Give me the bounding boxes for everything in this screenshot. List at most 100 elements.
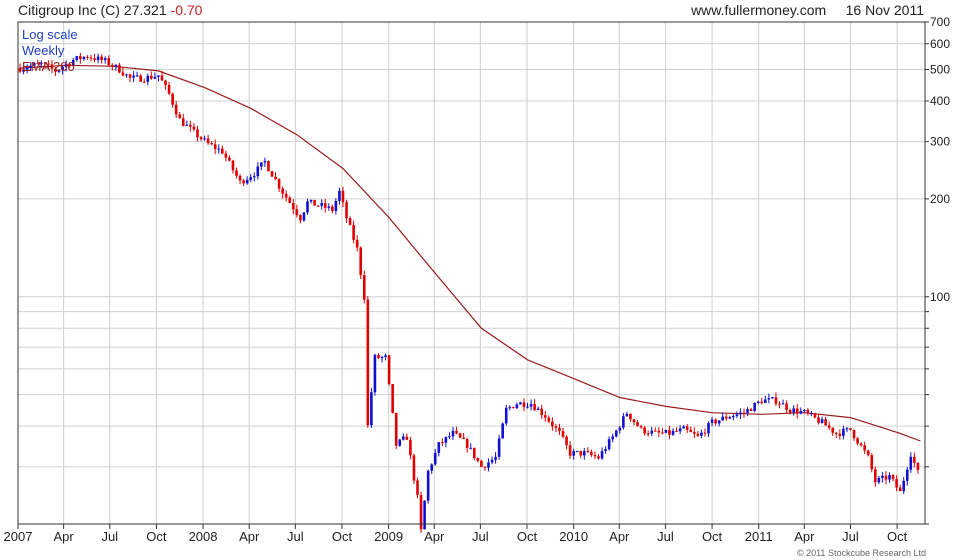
candle-body: [913, 456, 916, 463]
candle-body: [71, 59, 75, 66]
candle-body: [533, 404, 536, 410]
candle-body: [778, 403, 781, 405]
candle-body: [863, 445, 866, 451]
x-tick-label: Apr: [794, 529, 815, 544]
x-tick-label: Jul: [287, 529, 304, 544]
candle-body: [338, 190, 341, 201]
candle-body: [724, 416, 728, 419]
candle-body: [128, 74, 132, 78]
candle-body: [171, 93, 174, 105]
candle-body: [419, 495, 423, 530]
candle-body: [824, 419, 827, 426]
candle-body: [664, 429, 668, 433]
candle-body: [490, 459, 494, 463]
candle-body: [909, 456, 913, 470]
legend-period: Weekly: [22, 43, 65, 58]
candle-body: [451, 430, 455, 437]
candle-body: [313, 199, 316, 206]
candle-body: [47, 63, 50, 65]
candle-body: [653, 430, 657, 432]
candle-body: [181, 118, 185, 126]
candle-body: [22, 69, 25, 72]
candle-body: [68, 63, 72, 66]
candle-body: [668, 429, 671, 435]
candle-body: [238, 175, 242, 181]
candle-body: [221, 148, 224, 154]
candle-body: [749, 409, 753, 411]
candle-body: [600, 451, 604, 459]
candle-body: [362, 275, 366, 300]
candle-body: [643, 427, 646, 434]
candle-body: [199, 137, 203, 139]
candle-body: [891, 474, 895, 480]
candle-body: [391, 384, 394, 413]
candle-body: [678, 428, 682, 432]
candle-body: [36, 63, 40, 65]
candle-body: [483, 466, 487, 468]
candle-body: [565, 436, 568, 446]
y-tick-label: 100: [930, 290, 950, 304]
candle-body: [536, 408, 540, 410]
x-tick-label: Oct: [517, 529, 538, 544]
candle-body: [327, 206, 331, 208]
candle-body: [636, 422, 639, 427]
y-tick-label: 200: [930, 192, 950, 206]
x-tick-label: Apr: [424, 529, 445, 544]
candle-body: [61, 67, 64, 70]
candle-body: [881, 475, 884, 478]
x-tick-label: 2007: [4, 529, 33, 544]
candle-body: [444, 437, 448, 443]
x-tick-label: Jul: [657, 529, 674, 544]
candle-body: [228, 157, 231, 161]
candle-body: [856, 438, 859, 444]
candle-body: [831, 427, 835, 433]
y-tick-label: 400: [930, 94, 950, 108]
candle-body: [838, 433, 842, 436]
candle-body: [291, 203, 295, 210]
candle-body: [554, 426, 558, 428]
candle-body: [710, 419, 714, 423]
candle-body: [905, 469, 909, 481]
candle-body: [348, 218, 352, 225]
candle-body: [803, 409, 806, 412]
candle-body: [888, 474, 891, 480]
candle-body: [132, 75, 135, 78]
candle-body: [125, 74, 128, 76]
candle-body: [522, 402, 526, 407]
y-tick-label: 300: [930, 135, 950, 149]
candle-body: [380, 356, 384, 359]
y-tick-label: 500: [930, 63, 950, 77]
candle-body: [54, 68, 57, 72]
candle-body: [320, 203, 323, 206]
candle-body: [309, 199, 313, 202]
candle-body: [366, 299, 370, 426]
candle-body: [103, 58, 107, 61]
candle-body: [416, 480, 419, 496]
candle-body: [561, 431, 565, 437]
copyright: © 2011 Stockcube Research Ltd: [796, 548, 926, 558]
candle-body: [206, 138, 210, 144]
candle-body: [817, 417, 820, 423]
legend-log-scale: Log scale: [22, 27, 78, 42]
candle-body: [820, 419, 824, 423]
y-axis: 100 200 300 400 500 600 700: [925, 15, 950, 525]
candle-body: [870, 455, 874, 470]
source-link[interactable]: www.fullermoney.com: [691, 2, 827, 18]
candle-body: [174, 104, 178, 115]
candle-body: [114, 64, 118, 67]
candle-body: [189, 124, 192, 127]
candle-body: [455, 430, 458, 434]
candle-body: [788, 409, 792, 413]
candle-body: [639, 426, 643, 428]
candle-body: [746, 409, 749, 413]
candle-body: [508, 407, 512, 409]
candle-body: [558, 427, 561, 432]
candle-body: [203, 138, 206, 140]
candle-body: [465, 438, 469, 449]
candle-body: [93, 58, 96, 61]
candle-body: [263, 161, 267, 163]
candle-body: [614, 430, 618, 437]
candle-body: [540, 408, 544, 416]
candle-body: [196, 129, 199, 138]
